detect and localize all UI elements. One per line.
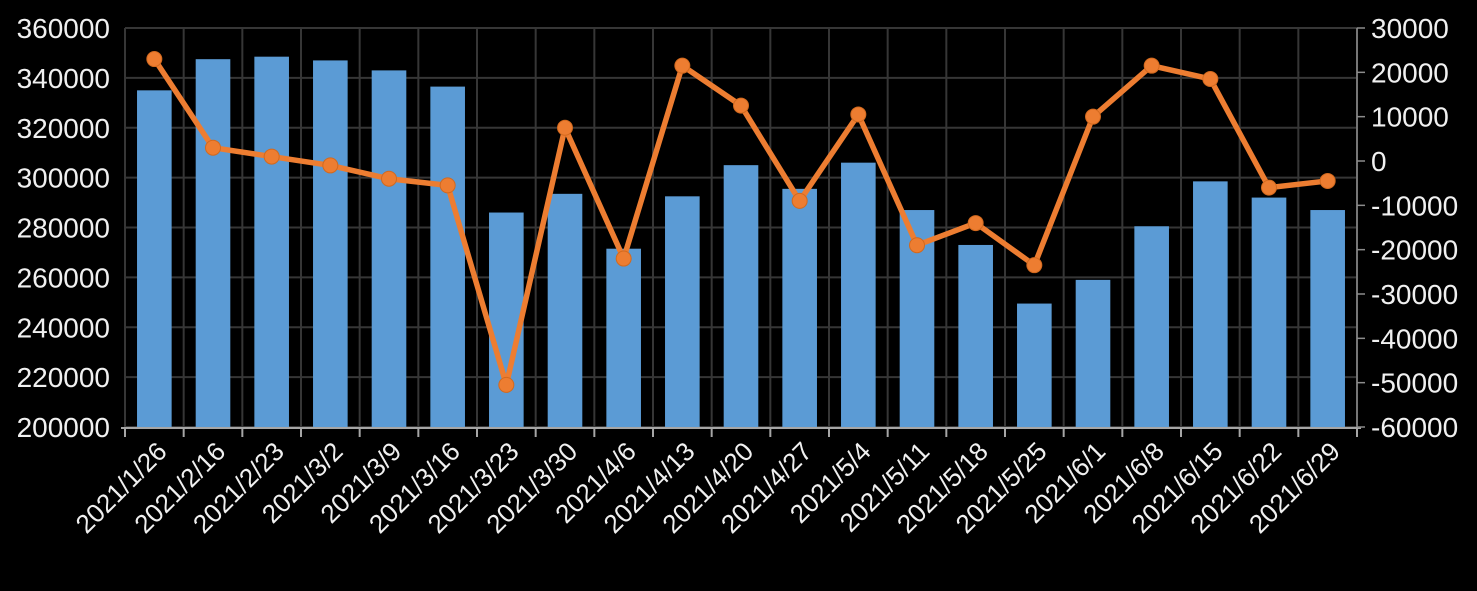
bar xyxy=(1017,303,1052,427)
bar xyxy=(665,196,700,427)
y-axis-left-label: 320000 xyxy=(17,113,110,144)
line-marker xyxy=(557,119,573,136)
bar xyxy=(195,59,231,427)
y-axis-left-label: 360000 xyxy=(17,13,110,44)
bar xyxy=(958,244,993,427)
y-axis-right-label: -20000 xyxy=(1371,235,1458,266)
bar xyxy=(1134,226,1169,427)
line-marker xyxy=(1202,70,1219,87)
y-axis-right-label: 30000 xyxy=(1371,13,1449,44)
line-marker xyxy=(967,215,984,232)
y-axis-left-label: 260000 xyxy=(17,262,110,293)
line-marker xyxy=(615,250,632,267)
y-axis-left-label: 240000 xyxy=(17,312,110,343)
line-marker xyxy=(322,157,339,174)
bar xyxy=(371,70,407,428)
line-marker xyxy=(1026,257,1043,274)
y-axis-right-label: 0 xyxy=(1371,146,1387,177)
line-marker xyxy=(791,192,808,209)
y-axis-right-label: -10000 xyxy=(1371,190,1458,221)
line-marker xyxy=(733,97,749,114)
line-marker xyxy=(205,139,221,156)
line-marker xyxy=(146,51,163,68)
bar xyxy=(313,60,348,427)
bar xyxy=(1310,210,1345,427)
bar xyxy=(606,248,641,427)
y-axis-left-label: 340000 xyxy=(17,63,110,94)
line-marker xyxy=(498,376,515,393)
bar xyxy=(1075,279,1111,427)
line-marker xyxy=(1085,108,1101,125)
line-marker xyxy=(674,57,691,74)
line-marker xyxy=(1261,179,1277,196)
bar xyxy=(782,188,817,427)
bar xyxy=(137,90,172,427)
line-marker xyxy=(1319,172,1336,189)
bar xyxy=(1193,181,1228,427)
y-axis-left-label: 300000 xyxy=(17,163,110,194)
line-marker xyxy=(1143,57,1160,74)
bar xyxy=(430,86,465,428)
line-marker xyxy=(909,237,925,254)
line-marker xyxy=(850,106,867,123)
y-axis-left-label: 200000 xyxy=(17,412,110,443)
bar xyxy=(254,56,289,427)
y-axis-right-label: -40000 xyxy=(1371,323,1458,354)
y-axis-right-label: -50000 xyxy=(1371,368,1458,399)
y-axis-right-label: -60000 xyxy=(1371,412,1458,443)
bar xyxy=(1251,197,1287,427)
line-marker xyxy=(263,148,280,165)
line-marker xyxy=(439,177,456,194)
bar xyxy=(841,162,876,427)
y-axis-right-label: -30000 xyxy=(1371,279,1458,310)
bar xyxy=(547,193,583,427)
y-axis-left-label: 220000 xyxy=(17,362,110,393)
line-marker xyxy=(381,170,397,187)
y-axis-right-label: 10000 xyxy=(1371,102,1449,133)
y-axis-right-label: 20000 xyxy=(1371,57,1449,88)
y-axis-left-label: 280000 xyxy=(17,213,110,244)
bar xyxy=(723,165,759,427)
